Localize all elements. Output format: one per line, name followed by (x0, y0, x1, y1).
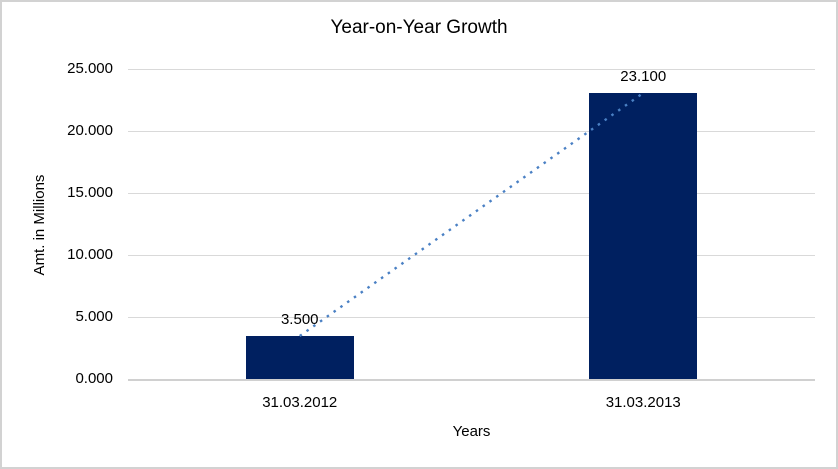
gridline (128, 131, 815, 132)
trendline[interactable] (128, 69, 815, 379)
bar-data-label: 23.100 (620, 68, 667, 85)
bar-data-label: 3.500 (280, 311, 319, 328)
trendline-segment[interactable] (299, 92, 644, 337)
x-tick-label: 31.03.2012 (262, 394, 338, 411)
plot-area: 3.500 23.100 (128, 68, 815, 381)
gridline (128, 255, 815, 256)
chart-title: Year-on-Year Growth (330, 17, 508, 38)
y-tick-label: 25.000 (67, 60, 113, 77)
bar[interactable] (589, 93, 698, 379)
gridline (128, 317, 815, 318)
bar[interactable] (245, 336, 354, 379)
y-tick-label: 5.000 (75, 308, 113, 325)
y-tick-label: 10.000 (67, 246, 113, 263)
y-tick-label: 20.000 (67, 122, 113, 139)
y-axis-title: Amt. in Millions (31, 174, 48, 276)
y-tick-label: 0.000 (75, 370, 113, 387)
x-tick-label: 31.03.2013 (605, 394, 681, 411)
gridline (128, 193, 815, 194)
y-tick-label: 15.000 (67, 184, 113, 201)
x-axis-title: Years (452, 423, 491, 440)
gridline (128, 69, 815, 70)
